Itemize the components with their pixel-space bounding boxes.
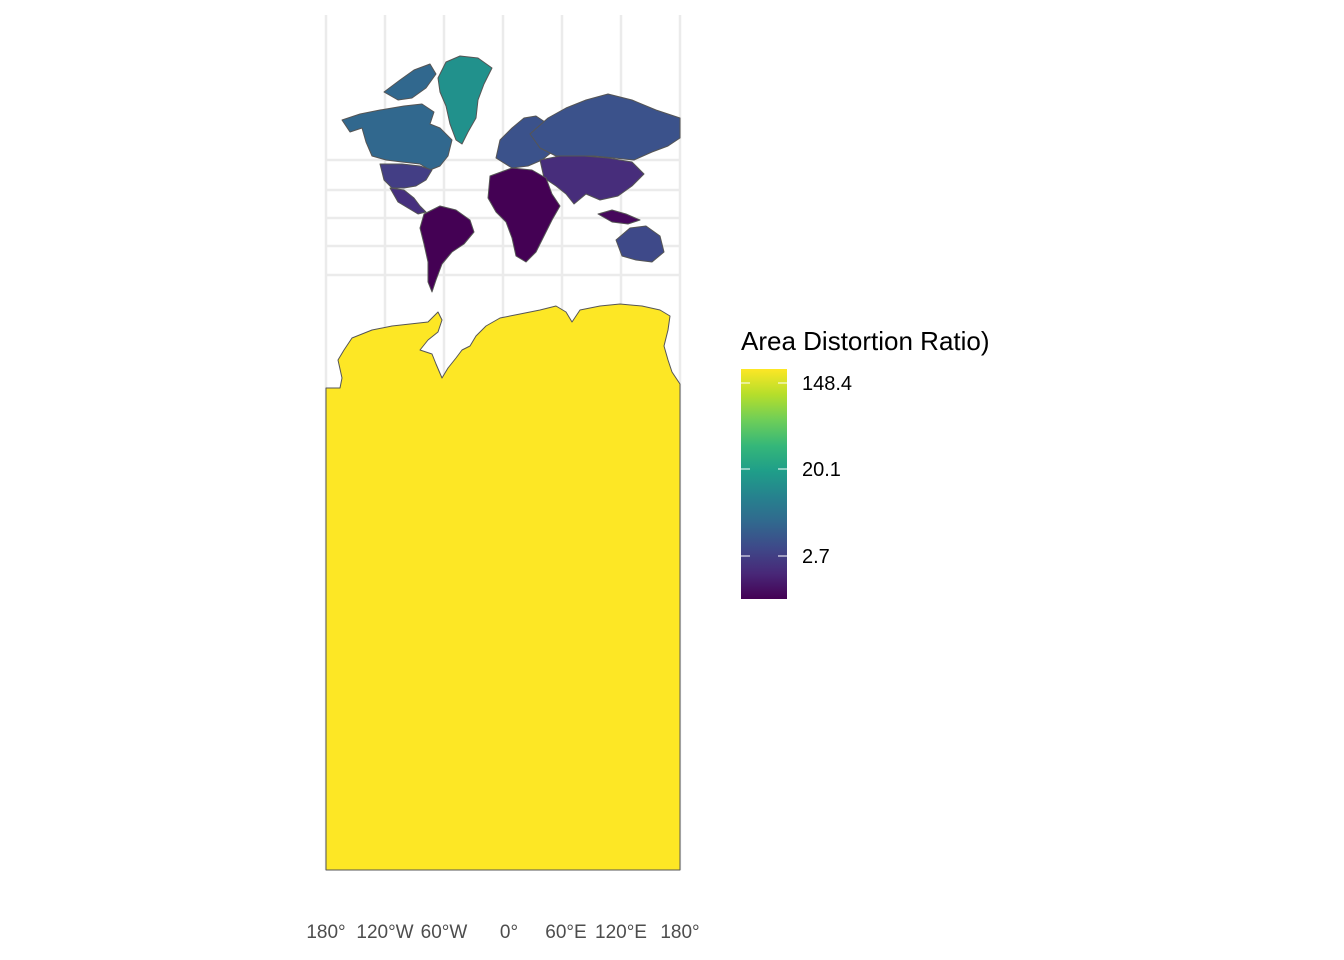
region-greenland (437, 55, 493, 145)
legend-break-label: 2.7 (802, 546, 830, 568)
region-africa (487, 167, 561, 263)
x-tick-label: 180° (660, 922, 699, 943)
x-tick-label: 120°E (595, 922, 647, 943)
legend: Area Distortion Ratio) 148.4 20.1 2.7 (741, 326, 990, 599)
region-canada (341, 103, 453, 171)
region-brazil (419, 205, 475, 293)
legend-break-label: 20.1 (802, 459, 841, 481)
legend-break-label: 148.4 (802, 373, 852, 395)
region-central-america (389, 187, 427, 215)
country-shapes (325, 55, 681, 871)
x-tick-label: 60°W (421, 922, 468, 943)
x-tick-label: 0° (500, 922, 518, 943)
region-australia (615, 225, 665, 263)
region-asia (539, 155, 645, 205)
x-tick-label: 60°E (545, 922, 586, 943)
region-canada-islands (383, 63, 437, 101)
x-axis: 180° 120°W 60°W 0° 60°E 120°E 180° (306, 922, 699, 943)
x-tick-label: 180° (306, 922, 345, 943)
legend-title: Area Distortion Ratio) (741, 326, 990, 356)
region-russia (529, 93, 681, 161)
region-indonesia (597, 209, 641, 225)
legend-colorbar (741, 369, 787, 599)
x-tick-label: 120°W (356, 922, 413, 943)
region-antarctica (325, 303, 681, 871)
region-united-states (379, 163, 433, 189)
